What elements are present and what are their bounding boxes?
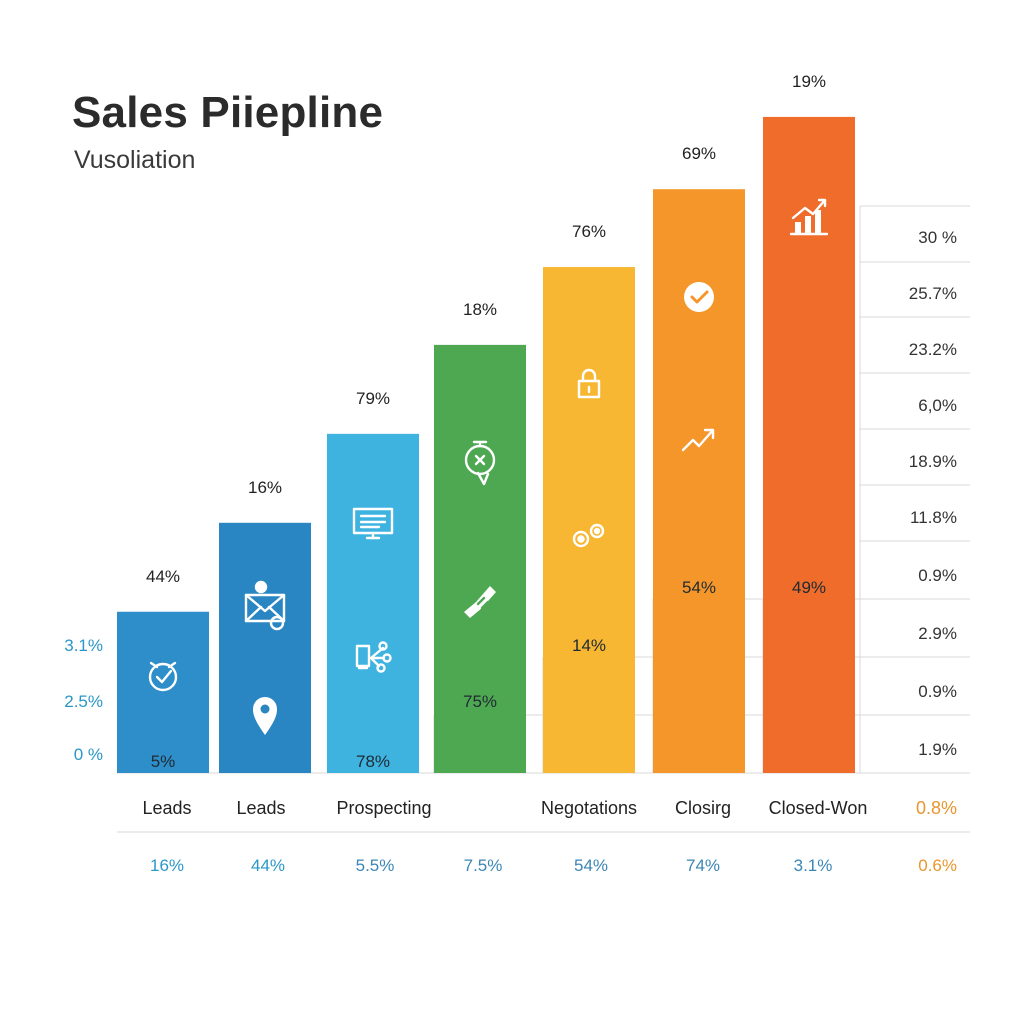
bottom-value-label: 7.5% bbox=[464, 856, 503, 875]
category-label: Negotations bbox=[541, 798, 637, 818]
right-axis-label: 18.9% bbox=[909, 452, 957, 471]
bottom-value-label: 74% bbox=[686, 856, 720, 875]
lock-icon bbox=[577, 368, 601, 399]
bar bbox=[653, 189, 745, 773]
bottom-value-label: 44% bbox=[251, 856, 285, 875]
right-axis-label: 23.2% bbox=[909, 340, 957, 359]
category-label: Prospecting bbox=[336, 798, 431, 818]
category-label: Closirg bbox=[675, 798, 731, 818]
bottom-value-label: 54% bbox=[574, 856, 608, 875]
chart-bars bbox=[117, 116, 855, 774]
timer-badge-icon bbox=[464, 440, 496, 486]
bar bbox=[763, 116, 855, 774]
bar-top-label: 79% bbox=[356, 389, 390, 408]
right-axis-label: 25.7% bbox=[909, 284, 957, 303]
bar-inner-label: 5% bbox=[151, 752, 176, 771]
left-axis-label: 3.1% bbox=[64, 636, 103, 655]
bar-top-label: 69% bbox=[682, 144, 716, 163]
right-axis-label: 11.8% bbox=[910, 508, 957, 527]
left-axis-label: 2.5% bbox=[64, 692, 103, 711]
bar-top-label: 18% bbox=[463, 300, 497, 319]
gears-icon bbox=[572, 523, 605, 548]
right-axis-label: 0.9% bbox=[918, 682, 957, 701]
map-pin-icon bbox=[253, 697, 277, 735]
right-axis-label: 0.9% bbox=[918, 566, 957, 585]
bar-inner-label: 49% bbox=[792, 578, 826, 597]
bar bbox=[219, 522, 311, 773]
bar-top-label: 16% bbox=[248, 478, 282, 497]
bar-inner-label: 75% bbox=[463, 692, 497, 711]
bar bbox=[434, 344, 526, 773]
bar-inner-label: 78% bbox=[356, 752, 390, 771]
envelope-gear-icon bbox=[244, 580, 286, 631]
category-label: Leads bbox=[236, 798, 285, 818]
bar-top-label: 76% bbox=[572, 222, 606, 241]
bar-inner-label: 14% bbox=[572, 636, 606, 655]
check-circle-icon bbox=[684, 282, 714, 312]
right-axis-label: 30 % bbox=[918, 228, 957, 247]
category-label: Leads bbox=[142, 798, 191, 818]
handshake-icon bbox=[464, 586, 496, 618]
left-axis-label: 0 % bbox=[74, 745, 103, 764]
bottom-value-extra-label: 0.6% bbox=[918, 856, 957, 875]
monitor-icon bbox=[352, 507, 394, 540]
bar-inner-label: 54% bbox=[682, 578, 716, 597]
right-axis-label: 2.9% bbox=[918, 624, 957, 643]
chart-icons bbox=[148, 198, 829, 735]
bottom-value-label: 16% bbox=[150, 856, 184, 875]
chart-labels: 44% 5% 16% 79% 78% 18% 75% 76% 14% 69% 54% 19% 49% 3.… bbox=[64, 72, 957, 875]
page-subtitle: Vusoliation bbox=[74, 146, 196, 174]
bar bbox=[117, 611, 209, 773]
right-axis-label: 1.9% bbox=[918, 740, 957, 759]
bar-top-label: 44% bbox=[146, 567, 180, 586]
right-axis-label: 6,0% bbox=[918, 396, 957, 415]
bar-top-label: 19% bbox=[792, 72, 826, 91]
bar bbox=[543, 267, 635, 773]
category-extra-label: 0.8% bbox=[916, 798, 957, 818]
bottom-value-label: 3.1% bbox=[794, 856, 833, 875]
bar bbox=[327, 433, 419, 773]
trend-arrow-icon bbox=[681, 428, 715, 452]
category-label: Closed-Won bbox=[769, 798, 868, 818]
bottom-value-label: 5.5% bbox=[356, 856, 395, 875]
page-title: Sales Piiepline bbox=[72, 88, 384, 137]
growth-chart-icon bbox=[789, 198, 829, 236]
device-share-icon bbox=[355, 641, 392, 673]
stopwatch-check-icon bbox=[148, 661, 178, 692]
